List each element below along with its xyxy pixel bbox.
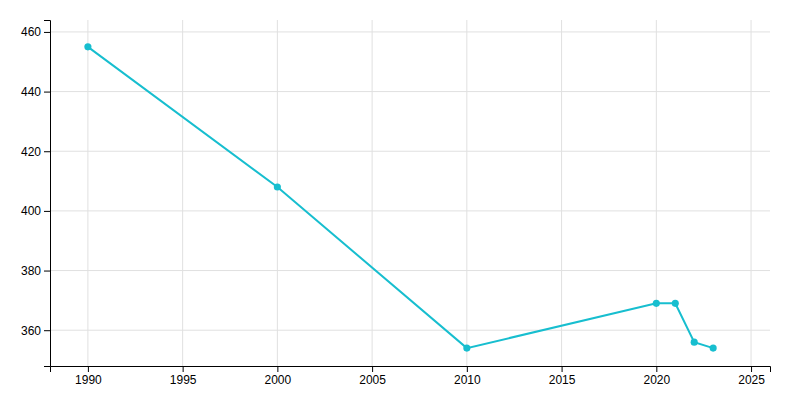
y-tick-label: 420 xyxy=(21,145,41,159)
x-tick-label: 2020 xyxy=(643,373,670,387)
x-tick-label: 1995 xyxy=(170,373,197,387)
x-tick: 2025 xyxy=(738,366,765,387)
y-grid-line xyxy=(50,151,770,152)
y-grid-line xyxy=(50,91,770,92)
x-tick-label: 2005 xyxy=(359,373,386,387)
y-tick: 360 xyxy=(21,324,50,338)
y-tick: 380 xyxy=(21,264,50,278)
chart: 1990 1995 2000 2005 2010 2015 2020 2025 360 380 40… xyxy=(0,0,800,400)
x-grid-line xyxy=(561,20,562,366)
point xyxy=(463,345,470,352)
y-axis-line xyxy=(44,21,51,367)
y-tick: 420 xyxy=(21,145,50,159)
y-tick-mark xyxy=(44,330,50,331)
x-grid-line xyxy=(751,20,752,366)
x-tick: 1990 xyxy=(75,366,102,387)
y-tick: 440 xyxy=(21,85,50,99)
x-tick: 2000 xyxy=(265,366,292,387)
x-grid-line xyxy=(372,20,373,366)
x-tick: 2005 xyxy=(359,366,386,387)
y-tick-label: 460 xyxy=(21,25,41,39)
x-grid-line xyxy=(87,20,88,366)
x-tick-mark xyxy=(467,366,468,372)
y-grid-line xyxy=(50,31,770,32)
x-tick-label: 2025 xyxy=(738,373,765,387)
x-tick-mark xyxy=(656,366,657,372)
point xyxy=(710,345,717,352)
y-tick-mark xyxy=(44,211,50,212)
x-tick-mark xyxy=(88,366,89,372)
plot: 1990 1995 2000 2005 2010 2015 2020 2025 360 380 40… xyxy=(21,20,771,387)
point xyxy=(653,300,660,307)
y-tick: 460 xyxy=(21,25,50,39)
line xyxy=(88,47,713,348)
y-tick: 400 xyxy=(21,204,50,218)
x-tick-mark xyxy=(562,366,563,372)
x-tick: 2020 xyxy=(643,366,670,387)
x-grid-line xyxy=(182,20,183,366)
grid xyxy=(50,20,770,366)
y-tick-label: 400 xyxy=(21,204,41,218)
x-axis: 1990 1995 2000 2005 2010 2015 2020 2025 xyxy=(51,366,771,387)
x-tick-mark xyxy=(751,366,752,372)
x-tick: 2015 xyxy=(549,366,576,387)
point xyxy=(691,339,698,346)
x-tick-mark xyxy=(277,366,278,372)
y-tick-label: 440 xyxy=(21,85,41,99)
x-tick-mark xyxy=(183,366,184,372)
x-grid-line xyxy=(656,20,657,366)
y-grid-line xyxy=(50,270,770,271)
point xyxy=(84,43,91,50)
y-tick-mark xyxy=(44,32,50,33)
x-grid-line xyxy=(277,20,278,366)
x-tick-mark xyxy=(372,366,373,372)
marks xyxy=(84,43,716,351)
y-tick-mark xyxy=(44,92,50,93)
x-tick-label: 2000 xyxy=(265,373,292,387)
x-tick-label: 1990 xyxy=(75,373,102,387)
y-tick-label: 380 xyxy=(21,264,41,278)
x-tick: 1995 xyxy=(170,366,197,387)
y-tick-mark xyxy=(44,271,50,272)
point xyxy=(672,300,679,307)
x-tick-label: 2015 xyxy=(549,373,576,387)
y-axis: 360 380 400 420 440 460 xyxy=(21,21,51,367)
y-tick-mark xyxy=(44,151,50,152)
y-grid-line xyxy=(50,210,770,211)
x-tick: 2010 xyxy=(454,366,481,387)
x-grid-line xyxy=(466,20,467,366)
y-grid-line xyxy=(50,330,770,331)
point xyxy=(274,183,281,190)
x-axis-line xyxy=(51,367,771,373)
y-tick-label: 360 xyxy=(21,324,41,338)
x-tick-label: 2010 xyxy=(454,373,481,387)
